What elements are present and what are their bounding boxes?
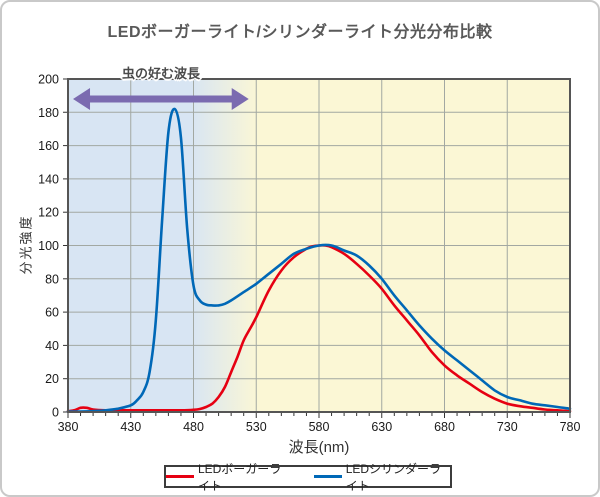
legend: LEDボーガーライト LEDシリンダーライト xyxy=(164,462,452,493)
svg-text:200: 200 xyxy=(38,73,59,87)
x-axis-title: 波長(nm) xyxy=(288,439,350,456)
svg-text:530: 530 xyxy=(246,420,267,434)
svg-text:40: 40 xyxy=(45,339,59,353)
x-tick-labels: 380 430 480 530 580 630 680 730 780 xyxy=(58,420,581,434)
red-line-swatch xyxy=(166,474,194,479)
svg-text:630: 630 xyxy=(371,420,392,434)
insect-wavelength-label: 虫の好む波長 xyxy=(121,66,201,81)
svg-text:580: 580 xyxy=(309,420,330,434)
legend-item-boger: LEDボーガーライト xyxy=(166,460,292,494)
y-tick-labels: 0 20 40 60 80 100 120 140 160 180 200 xyxy=(38,73,59,420)
svg-text:180: 180 xyxy=(38,106,59,120)
red-series-line xyxy=(66,244,572,413)
plot-border xyxy=(67,78,571,413)
svg-text:780: 780 xyxy=(560,420,581,434)
svg-text:160: 160 xyxy=(38,139,59,153)
svg-text:80: 80 xyxy=(45,272,59,286)
insect-wavelength-arrow xyxy=(73,88,249,110)
svg-text:480: 480 xyxy=(183,420,204,434)
svg-text:140: 140 xyxy=(38,172,59,186)
svg-text:100: 100 xyxy=(38,239,59,253)
svg-text:20: 20 xyxy=(45,372,59,386)
svg-text:60: 60 xyxy=(45,306,59,320)
svg-text:680: 680 xyxy=(434,420,455,434)
legend-item-cylinder: LEDシリンダーライト xyxy=(313,460,450,494)
svg-text:730: 730 xyxy=(497,420,518,434)
svg-text:430: 430 xyxy=(120,420,141,434)
legend-label-boger: LEDボーガーライト xyxy=(197,461,282,493)
blue-line-swatch xyxy=(313,474,342,479)
svg-text:380: 380 xyxy=(58,420,79,434)
svg-text:120: 120 xyxy=(38,206,59,220)
chart-title: LEDボーガーライト/シリンダーライト分光分布比較 xyxy=(107,24,493,41)
blue-series-line xyxy=(66,107,572,413)
svg-text:0: 0 xyxy=(52,406,59,420)
y-axis-title: 分光強度 xyxy=(18,214,34,275)
legend-label-cylinder: LEDシリンダーライト xyxy=(345,461,442,493)
